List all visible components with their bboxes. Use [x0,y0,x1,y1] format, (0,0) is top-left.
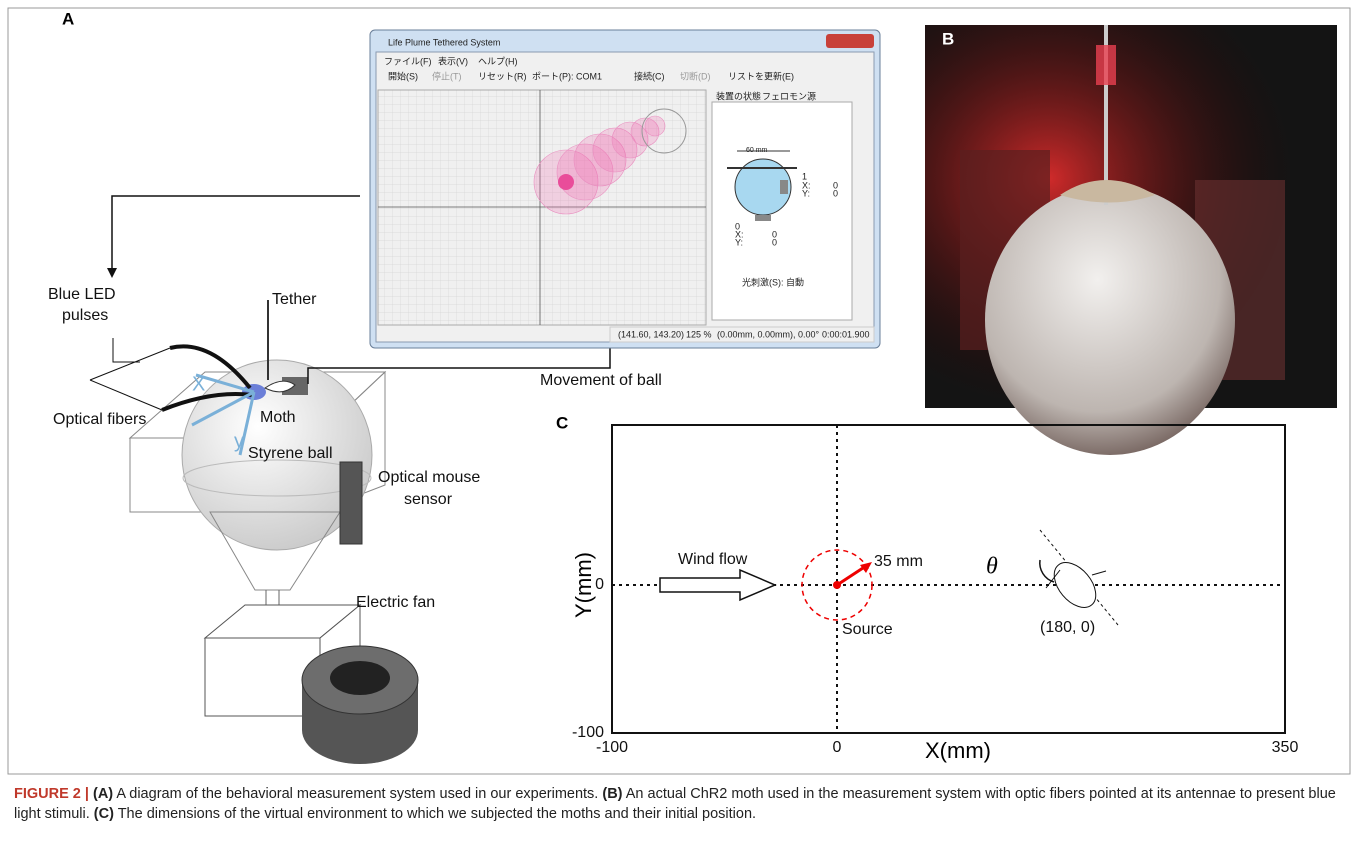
toolbar-button[interactable]: リストを更新(E) [728,70,794,81]
stimulus-label: 光刺激(S): [742,276,784,287]
menu-item[interactable]: ヘルプ(H) [478,56,518,66]
annotation: 35 mm [874,553,923,570]
annotation: Wind flow [678,551,748,568]
caption-tag: (C) [94,806,114,822]
label: pulses [62,307,108,324]
label: Electric fan [356,594,435,611]
status: (0.00mm, 0.00mm), 0.00° [717,329,820,339]
tab[interactable]: フェロモン源 [762,91,816,101]
photo [925,25,1337,455]
caption-label: FIGURE 2 | [14,786,89,802]
sensor-value: Y: [802,188,810,198]
label: Tether [272,291,317,308]
toolbar-button[interactable]: 接続(C) [634,70,665,81]
environment-plot [612,425,1285,733]
status: 125 % [686,329,712,339]
menu-item[interactable]: ファイル(F) [384,56,432,66]
x-axis-label: X(mm) [925,738,991,763]
toolbar-button[interactable]: リセット(R) [478,71,527,81]
label: Optical mouse [378,469,480,486]
annotation: θ [986,554,998,580]
sensor-value: Y: [735,237,743,247]
annotation: (180, 0) [1040,619,1095,636]
dimension: 60 mm [746,147,768,154]
caption-text: The dimensions of the virtual environmen… [118,806,756,822]
caption-tag: (A) [93,786,113,802]
stimulus-select[interactable]: 自動 [786,276,804,287]
label: Movement of ball [540,372,662,389]
status: (141.60, 143.20) [618,329,684,339]
y-tick-label: 0 [595,576,604,593]
toolbar-button[interactable]: 切断(D) [680,70,711,81]
panel-label: B [942,29,954,48]
panel-label: C [556,413,568,432]
x-tick-label: 0 [833,739,842,756]
label: Moth [260,409,296,426]
toolbar-button[interactable]: 開始(S) [388,70,418,81]
tab[interactable]: 装置の状態 [716,90,761,101]
page: A Blue LED pulses Tether O [0,0,1358,854]
toolbar-label: ポート(P): [532,71,574,81]
x-tick-label: 350 [1272,739,1299,756]
label: Optical fibers [53,411,146,428]
window-title: Life Plume Tethered System [388,37,500,47]
toolbar-button[interactable]: 停止(T) [432,70,462,81]
panel-label: A [62,9,74,28]
sensor-value: 0 [833,188,838,198]
status: 0:00:01.900 [822,329,870,339]
caption-tag: (B) [602,786,622,802]
x-tick-label: -100 [596,739,628,756]
label: Blue LED [48,286,116,303]
annotation: Source [842,621,893,638]
menu-item[interactable]: 表示(V) [438,55,468,66]
label: sensor [404,491,453,508]
sensor-value: 0 [772,237,777,247]
figure: A Blue LED pulses Tether O [0,0,1358,854]
axis-label: X [192,373,205,395]
caption: FIGURE 2 | (A) A diagram of the behavior… [14,784,1344,824]
port-select[interactable]: COM1 [576,71,602,81]
y-axis-label: Y(mm) [571,552,596,618]
label: Styrene ball [248,445,333,462]
y-tick-label: -100 [572,724,604,741]
caption-text: A diagram of the behavioral measurement … [116,786,598,802]
axis-label: y [234,430,244,452]
